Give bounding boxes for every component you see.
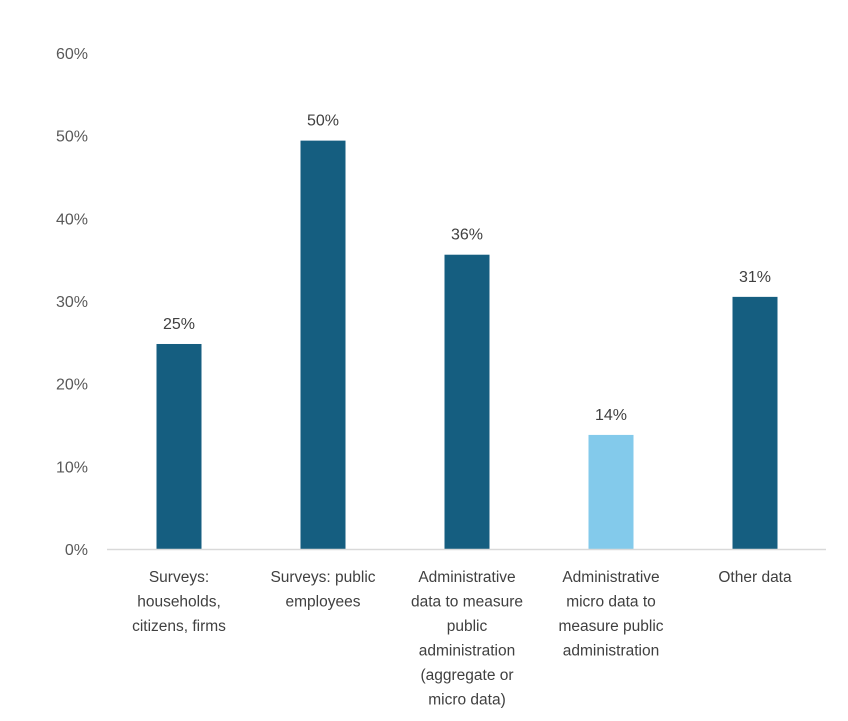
y-tick-label: 10% — [56, 459, 88, 476]
data-label: 25% — [163, 316, 195, 333]
x-tick-label: Surveys: public — [270, 569, 375, 586]
bar — [300, 140, 346, 550]
x-tick-label: households, — [137, 594, 221, 611]
x-tick-label: administration — [563, 643, 660, 660]
y-tick-label: 50% — [56, 129, 88, 146]
data-label: 14% — [595, 407, 627, 424]
x-tick-label: measure public — [558, 618, 663, 635]
x-tick-label: Other data — [718, 569, 792, 586]
data-label: 36% — [451, 227, 483, 244]
y-tick-label: 40% — [56, 211, 88, 228]
x-tick-label: micro data) — [428, 692, 506, 709]
x-tick-label: administration — [419, 643, 516, 660]
x-tick-label: Surveys: — [149, 569, 209, 586]
data-label: 31% — [739, 269, 771, 286]
data-label: 50% — [307, 113, 339, 130]
x-tick-label: Administrative — [562, 569, 659, 586]
x-tick-label: citizens, firms — [132, 618, 226, 635]
y-tick-label: 0% — [65, 542, 88, 559]
bar — [588, 434, 634, 549]
x-tick-label: (aggregate or — [420, 667, 513, 684]
y-tick-label: 30% — [56, 294, 88, 311]
x-tick-label: public — [447, 618, 488, 635]
x-tick-label: micro data to — [566, 594, 656, 611]
bar — [444, 254, 490, 549]
bar — [156, 343, 202, 549]
x-tick-label: employees — [286, 594, 361, 611]
x-tick-label: Administrative — [418, 569, 515, 586]
y-tick-label: 60% — [56, 46, 88, 63]
x-tick-label: data to measure — [411, 594, 523, 611]
y-tick-label: 20% — [56, 377, 88, 394]
bar — [732, 296, 778, 549]
